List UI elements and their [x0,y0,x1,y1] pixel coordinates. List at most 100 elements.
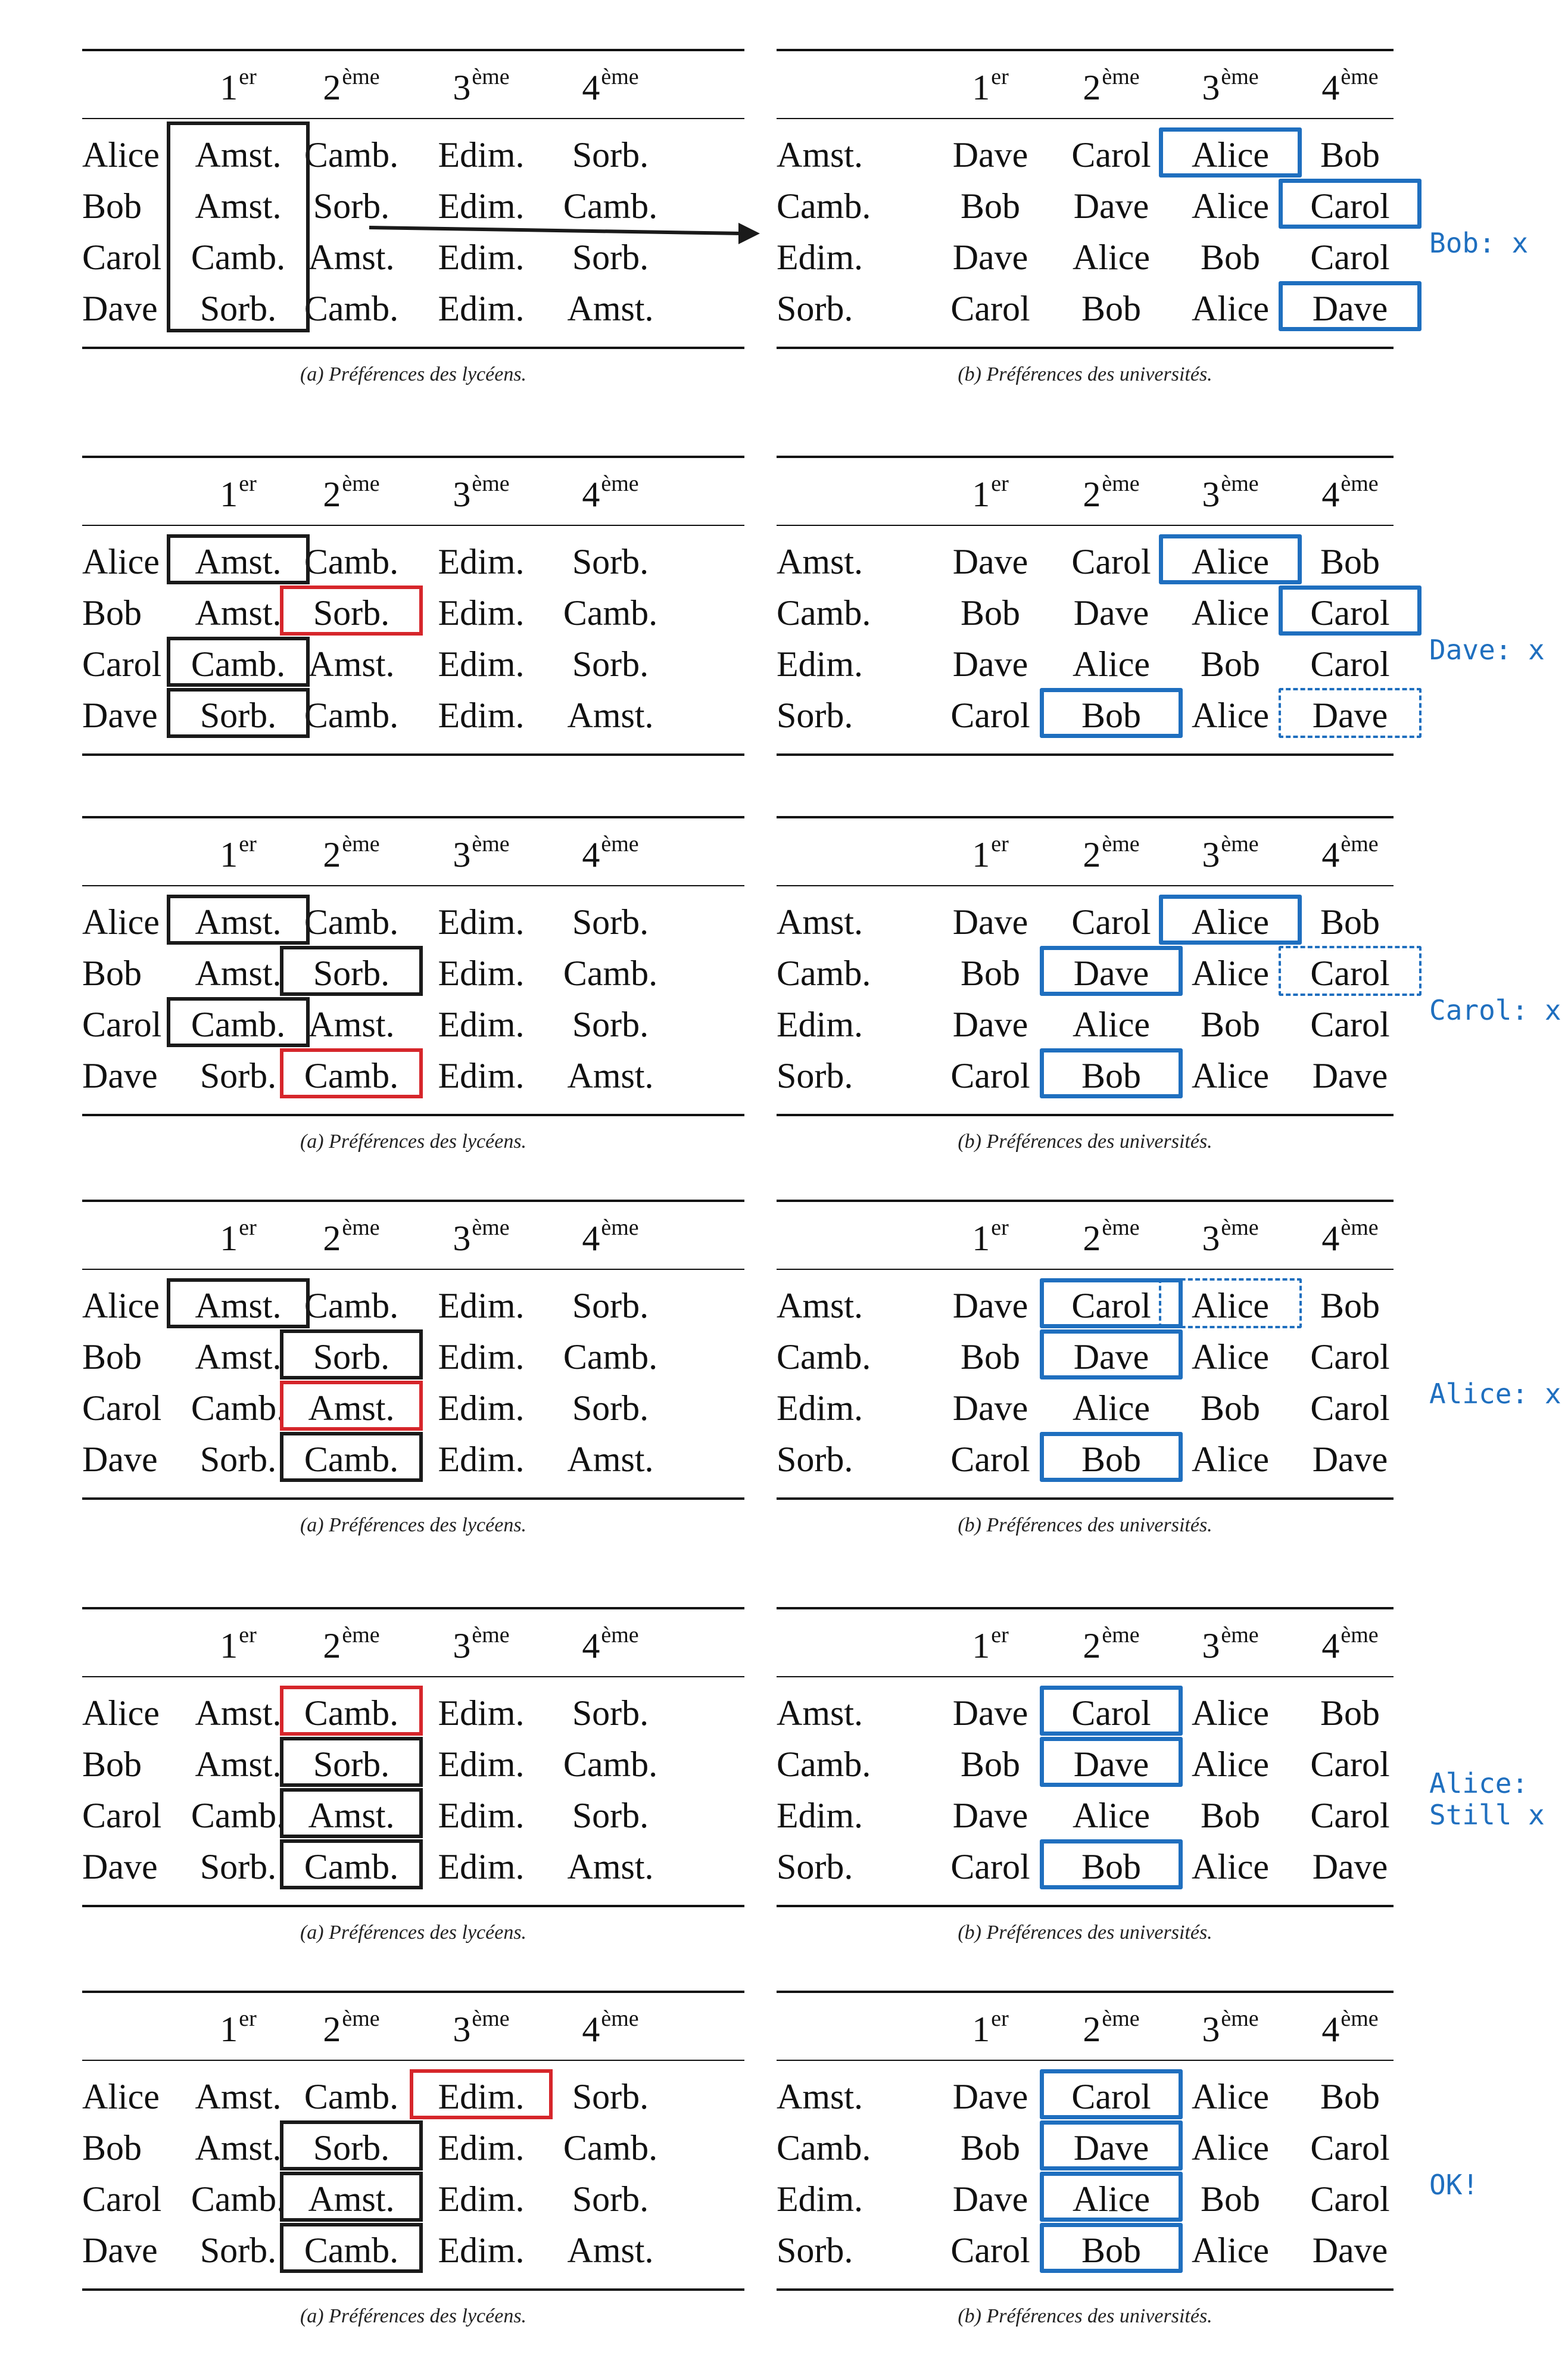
preference-cell: Bob [1081,1440,1142,1479]
preference-cell: Alice [1192,1745,1269,1784]
rank-header: 4ème [545,1624,675,1664]
rank-suffix: ème [342,64,380,89]
preference-cell: Camb. [191,238,286,277]
preference-cell: Sorb. [199,1056,277,1095]
preference-cell: Edim. [438,2077,525,2116]
preference-cell: Camb. [191,1796,286,1835]
rank-number: 2 [323,835,341,874]
rank-header: 4ème [1285,472,1415,512]
preference-cell: Amst. [567,696,654,735]
preference-cell: Dave [952,644,1028,684]
preference-cell: Camb. [304,1847,399,1886]
preference-cell: Carol [1310,1388,1390,1428]
preference-cell: Amst. [567,1440,654,1479]
preference-cell: Carol [950,1056,1030,1095]
preference-cell: Alice [1073,2179,1150,2219]
rank-suffix: ème [1221,832,1259,857]
row-label: Dave [82,1847,158,1886]
step-note: Alice: Still x [1429,1767,1545,1831]
step-note: Alice: x [1429,1378,1561,1410]
header-rule [82,2060,744,2061]
preference-cell: Dave [952,2077,1028,2116]
preference-cell: Amst. [195,593,282,633]
preference-cell: Camb. [304,542,399,581]
rank-suffix: ème [472,1623,510,1648]
preference-cell: Dave [1073,593,1149,633]
rank-header: 4ème [1285,66,1415,105]
preference-cell: Carol [950,1440,1030,1479]
preference-cell: Amst. [308,644,395,684]
universities-preferences-table [777,456,1394,756]
preference-cell: Edim. [438,135,525,175]
rank-suffix: ème [1102,1215,1140,1240]
preference-cell: Amst. [308,1388,395,1428]
header-rule [82,1676,744,1677]
rank-header: 1er [173,1216,303,1256]
rank-number: 3 [1202,1626,1220,1665]
preference-cell: Amst. [195,135,282,175]
rank-number: 4 [1321,475,1340,514]
preference-cell: Bob [1200,644,1261,684]
preference-cell: Edim. [438,542,525,581]
preference-cell: Bob [960,1337,1021,1377]
preference-cell: Bob [1320,1693,1380,1733]
rank-number: 4 [1321,1626,1340,1665]
header-rule [82,118,744,119]
rank-suffix: ème [342,832,380,857]
rank-suffix: ème [1341,2006,1379,2031]
preference-cell: Camb. [304,1440,399,1479]
rank-suffix: er [239,2006,257,2031]
rank-number: 3 [1202,68,1220,107]
header-rule [82,525,744,526]
preference-cell: Edim. [438,1847,525,1886]
rank-header: 3ème [1165,1216,1295,1256]
rank-suffix: ème [472,471,510,496]
row-label: Amst. [777,902,864,942]
rank-suffix: ème [342,1215,380,1240]
preference-cell: Edim. [438,1388,525,1428]
rank-header: 1er [925,1624,1055,1664]
preference-cell: Carol [1310,644,1390,684]
preference-cell: Dave [952,2179,1028,2219]
preference-cell: Alice [1192,696,1269,735]
row-label: Bob [82,1337,142,1377]
rank-header: 1er [925,833,1055,873]
preference-cell: Sorb. [313,954,390,993]
preference-cell: Camb. [304,2231,399,2270]
preference-cell: Alice [1192,1440,1269,1479]
rank-header: 2ème [286,66,416,105]
students-preferences-table [82,456,744,756]
rank-header: 3ème [1165,1624,1295,1664]
rank-number: 2 [323,1219,341,1258]
rank-number: 2 [1083,1626,1101,1665]
preference-cell: Amst. [308,2179,395,2219]
preference-cell: Sorb. [572,1286,649,1325]
preference-cell: Dave [952,1388,1028,1428]
rank-suffix: ème [342,1623,380,1648]
preference-cell: Sorb. [572,1388,649,1428]
preference-cell: Bob [960,593,1021,633]
preference-cell: Alice [1073,238,1150,277]
rank-number: 1 [220,475,238,514]
rank-header: 2ème [1046,1624,1176,1664]
preference-cell: Camb. [563,1337,658,1377]
row-label: Carol [82,1388,162,1428]
preference-cell: Bob [960,1745,1021,1784]
preference-cell: Camb. [563,593,658,633]
preference-cell: Alice [1192,2128,1269,2168]
rank-number: 2 [1083,835,1101,874]
rank-header: 2ème [286,2007,416,2047]
preference-cell: Alice [1073,1796,1150,1835]
row-label: Bob [82,1745,142,1784]
preference-cell: Dave [952,238,1028,277]
preference-cell: Sorb. [199,289,277,328]
preference-cell: Amst. [567,2231,654,2270]
preference-cell: Bob [1320,542,1380,581]
rank-number: 1 [220,1626,238,1665]
universities-caption: (b) Préférences des universités. [958,363,1212,385]
universities-preferences-table [777,816,1394,1116]
row-label: Carol [82,238,162,277]
preference-cell: Carol [950,2231,1030,2270]
rank-suffix: ème [601,2006,639,2031]
rank-header: 4ème [545,66,675,105]
